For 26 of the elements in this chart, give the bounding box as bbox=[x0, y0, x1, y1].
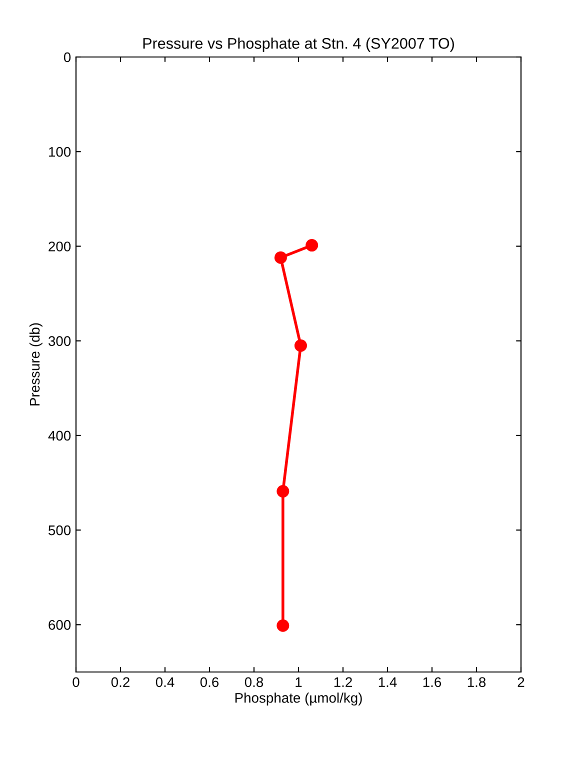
x-tick-label: 1.4 bbox=[378, 677, 397, 687]
y-tick-label: 600 bbox=[48, 620, 71, 630]
y-tick-label: 300 bbox=[48, 336, 71, 346]
x-tick-label: 0.8 bbox=[244, 677, 264, 688]
point bbox=[294, 339, 307, 352]
x-tick-label: 1.6 bbox=[423, 677, 442, 688]
x-tick-label: 0.4 bbox=[156, 677, 174, 688]
y-tick-label: 0 bbox=[64, 52, 71, 62]
y-tick-label: 400 bbox=[48, 430, 71, 441]
y-axis-title: Pressure (db) bbox=[29, 323, 42, 406]
x-tick-label: 0.2 bbox=[111, 677, 130, 688]
y-tick-label: 100 bbox=[49, 146, 71, 157]
point bbox=[276, 619, 290, 632]
x-tick-label: 2 bbox=[518, 677, 524, 687]
x-tick-label: 1.8 bbox=[468, 677, 486, 688]
y-tick-label: 200 bbox=[48, 242, 71, 252]
y-tick-label: 500 bbox=[48, 525, 71, 536]
x-tick-label: 0 bbox=[72, 677, 80, 688]
point bbox=[306, 239, 318, 252]
point bbox=[274, 251, 287, 264]
x-tick-label: 0.6 bbox=[200, 677, 219, 688]
point bbox=[276, 485, 290, 498]
x-tick-label: 1 bbox=[296, 677, 302, 687]
x-tick-label: 1.2 bbox=[334, 677, 352, 687]
chart-title: Pressure vs Phosphate at Stn. 4 (SY2007 TO) bbox=[143, 38, 454, 52]
x-axis-title: Phosphate (µmol/kg) bbox=[235, 692, 362, 706]
